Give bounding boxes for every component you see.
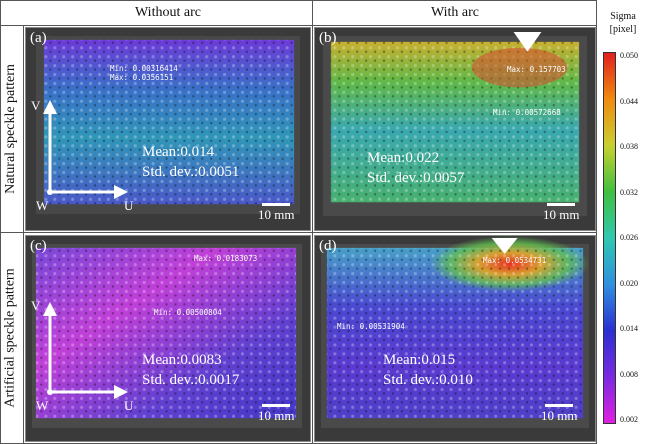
panel-b-min: Min: 0.00572668 [493,108,561,117]
colorbar-tick: 0.020 [620,278,638,288]
panel-a-axis-u: U [124,198,134,213]
colorbar [603,52,616,424]
colorbar-tick: 0.050 [620,51,638,60]
colorbar-tick: 0.002 [620,415,638,424]
panel-c-axis-v: V [31,298,41,313]
grid-row-divider [0,232,597,233]
panel-d-mean: Mean:0.015 [383,352,456,368]
panel-a-max: Max: 0.0356151 [110,73,174,82]
panel-b-mean: Mean:0.022 [367,150,440,166]
panel-c-axis-u: U [124,398,134,413]
row-header-natural: Natural speckle pattern [0,26,22,232]
panel-d-max: Max: 0.0534731 [483,256,547,265]
panel-b-scale-text: 10 mm [543,207,580,222]
colorbar-tick: 0.014 [620,324,638,333]
colorbar-title-line1: Sigma [610,11,636,22]
grid-header-bottom [0,25,597,26]
panel-c-max: Max: 0.0183073 [194,254,258,263]
colorbar-title-line2: [pixel] [609,24,637,35]
column-header-without-arc: Without arc [135,5,201,20]
panel-a-image [26,28,310,230]
panel-c-scalebar: 10 mm [258,404,294,424]
grid-label-col [23,26,24,444]
colorbar-tick: 0.032 [620,187,638,197]
panel-c-axis-w: W [36,398,49,413]
row-header-artificial: Artificial speckle pattern [0,234,22,442]
panel-b-scalebar: 10 mm [543,203,579,223]
panel-b: (b) Max: 0.157703 Min: 0.00572668 Mean:0… [314,27,596,231]
panel-a-label: (a) [30,30,47,46]
panel-d-std: Std. dev.:0.010 [383,372,473,388]
colorbar-tick: 0.026 [620,233,638,242]
panel-b-image [315,28,595,230]
grid-left [0,0,1,444]
panel-c-min: Min: 0.00500804 [154,308,222,317]
panel-a-mean: Mean:0.014 [142,144,215,160]
column-header-with-arc: With arc [430,5,480,20]
panel-b-label: (b) [319,30,337,46]
panel-d-scalebar: 10 mm [541,404,577,424]
panel-d-label: (d) [319,238,337,254]
panel-a-axes [43,100,128,199]
panel-c: (c) Max: 0.0183073 Min: 0.00500804 Mean:… [25,235,311,442]
row-header-artificial-text: Artificial speckle pattern [3,268,19,408]
panel-b-max: Max: 0.157703 [507,65,566,74]
panel-c-mean: Mean:0.0083 [142,352,222,368]
grid-mid [312,0,313,444]
panel-a-scalebar: 10 mm [258,203,294,223]
panel-b-std: Std. dev.:0.0057 [367,170,465,186]
panel-d: (d) Max: 0.0534731 Min: 0.00531904 Mean:… [314,235,596,442]
panel-a-scale-text: 10 mm [258,207,295,222]
grid-right [596,0,597,444]
panel-c-label: (c) [30,238,47,254]
panel-c-axes [43,302,128,399]
panel-a-axis-w: W [36,198,49,213]
panel-d-scale-text: 10 mm [541,408,578,423]
panel-a-min: Min: 0.00316414 [110,64,178,73]
panel-c-scale-text: 10 mm [258,408,295,423]
colorbar-tick: 0.008 [620,369,638,379]
colorbar-title: Sigma [pixel] [598,10,648,36]
panel-c-image [26,236,310,441]
panel-a: (a) Min: 0.00316414 Max: 0.0356151 Mean:… [25,27,311,231]
panel-a-axis-v: V [31,98,41,113]
colorbar-tick: 0.044 [620,96,638,106]
grid-top [0,0,597,1]
panel-d-min: Min: 0.00531904 [337,322,405,331]
colorbar-tick: 0.038 [620,142,638,151]
row-header-natural-text: Natural speckle pattern [3,64,19,194]
panel-c-std: Std. dev.:0.0017 [142,372,240,388]
panel-a-std: Std. dev.:0.0051 [142,164,240,180]
